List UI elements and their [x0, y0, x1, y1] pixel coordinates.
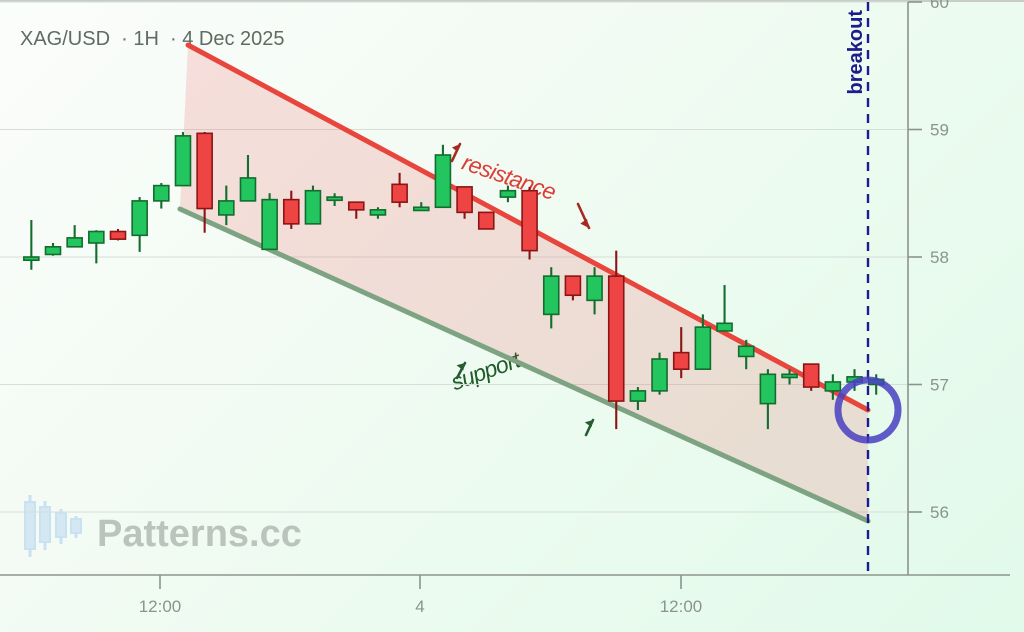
svg-text:58: 58 [930, 248, 949, 267]
svg-text:57: 57 [930, 376, 949, 395]
svg-text:60: 60 [930, 0, 949, 12]
svg-text:56: 56 [930, 503, 949, 522]
svg-text:59: 59 [930, 121, 949, 140]
svg-text:12:00: 12:00 [660, 597, 703, 616]
svg-text:12:00: 12:00 [139, 597, 182, 616]
svg-text:4: 4 [415, 597, 424, 616]
